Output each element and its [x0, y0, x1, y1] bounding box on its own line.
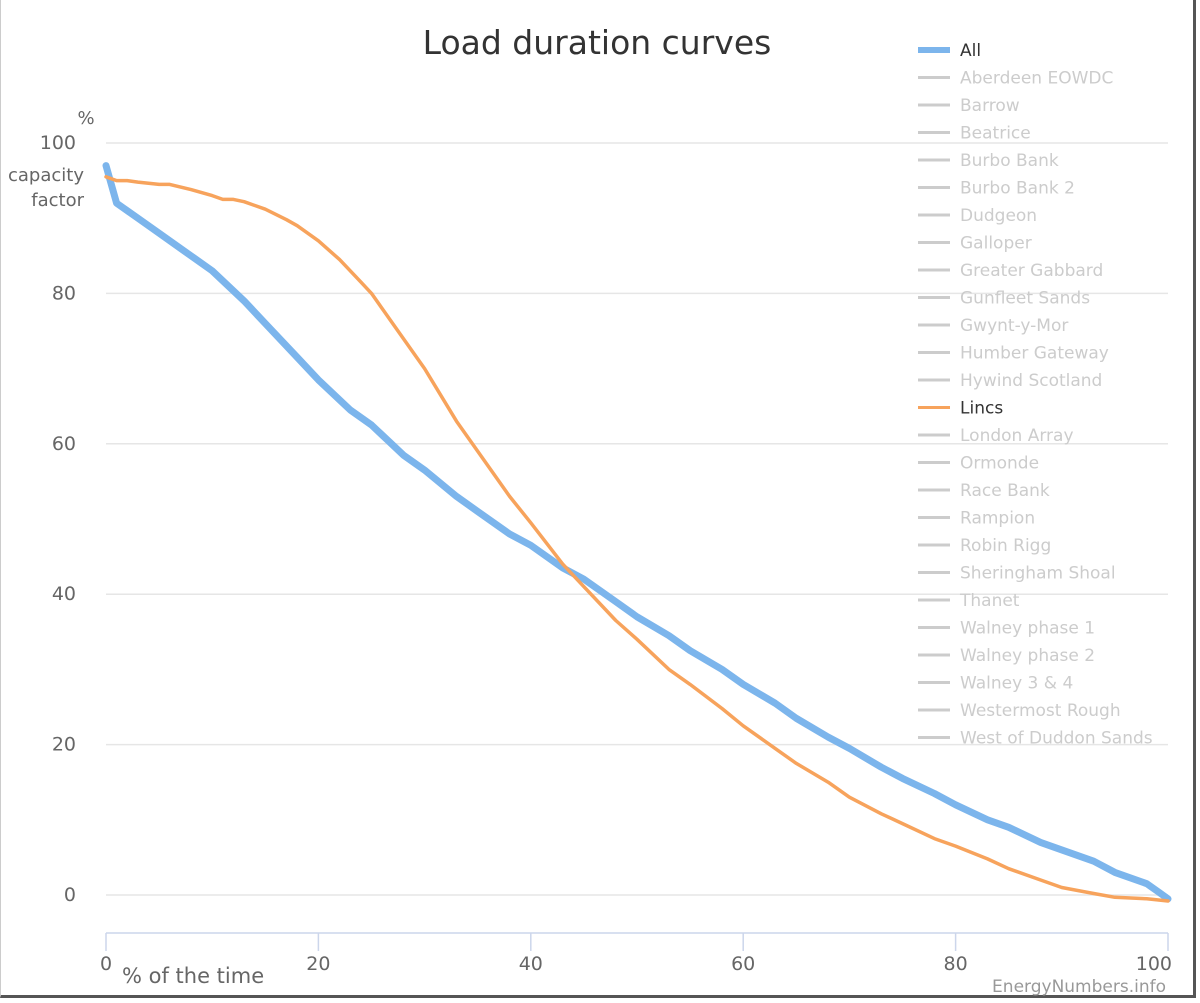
- y-axis-label-line: factor: [31, 190, 84, 211]
- legend-item-walney-phase-1[interactable]: Walney phase 1: [918, 619, 1095, 639]
- legend-item-hywind-scotland[interactable]: Hywind Scotland: [918, 371, 1102, 391]
- x-axis-label: % of the time: [122, 964, 264, 988]
- legend-item-robin-rigg[interactable]: Robin Rigg: [918, 536, 1051, 556]
- legend-item-galloper[interactable]: Galloper: [918, 234, 1032, 254]
- x-axis: 0 20 40 60 80 100: [100, 932, 1172, 975]
- legend-item-burbo-bank-2[interactable]: Burbo Bank 2: [918, 179, 1075, 199]
- y-axis-label: capacity factor: [8, 165, 85, 211]
- legend-label: West of Duddon Sands: [960, 729, 1153, 749]
- y-axis-label-line: capacity: [8, 165, 84, 186]
- series-line-lincs[interactable]: [104, 175, 1170, 903]
- legend-label: Beatrice: [960, 124, 1031, 144]
- y-tick-label: 100: [40, 132, 76, 154]
- legend-label: Dudgeon: [960, 206, 1037, 226]
- legend-label: Ormonde: [960, 454, 1039, 474]
- legend-label: Race Bank: [960, 481, 1050, 501]
- legend-item-london-array[interactable]: London Array: [918, 426, 1074, 446]
- legend-label: Galloper: [960, 234, 1032, 254]
- legend-label: Humber Gateway: [960, 344, 1109, 364]
- legend-label: Burbo Bank 2: [960, 179, 1075, 199]
- legend-item-westermost-rough[interactable]: Westermost Rough: [918, 701, 1121, 721]
- series-group: [102, 162, 1172, 903]
- legend-item-burbo-bank[interactable]: Burbo Bank: [918, 151, 1059, 171]
- chart-title: Load duration curves: [423, 23, 772, 62]
- x-tick-label: 20: [306, 953, 330, 975]
- legend-item-rampion[interactable]: Rampion: [918, 509, 1035, 529]
- legend-item-gwynt-y-mor[interactable]: Gwynt-y-Mor: [918, 316, 1068, 336]
- legend-label: All: [960, 41, 981, 61]
- legend-label: Walney phase 1: [960, 619, 1095, 639]
- legend-item-humber-gateway[interactable]: Humber Gateway: [918, 344, 1109, 364]
- legend-label: Barrow: [960, 96, 1020, 116]
- legend-item-lincs[interactable]: Lincs: [918, 399, 1003, 419]
- grid-lines: [106, 142, 1168, 896]
- x-tick-label: 80: [944, 953, 968, 975]
- legend-item-ormonde[interactable]: Ormonde: [918, 454, 1039, 474]
- y-axis-unit: %: [77, 108, 94, 129]
- legend-label: Aberdeen EOWDC: [960, 69, 1113, 89]
- legend-label: Lincs: [960, 399, 1003, 419]
- legend-item-walney-phase-2[interactable]: Walney phase 2: [918, 646, 1095, 666]
- legend-label: Gwynt-y-Mor: [960, 316, 1068, 336]
- legend-item-aberdeen-eowdc[interactable]: Aberdeen EOWDC: [918, 69, 1113, 89]
- legend-item-gunfleet-sands[interactable]: Gunfleet Sands: [918, 289, 1090, 309]
- legend-item-beatrice[interactable]: Beatrice: [918, 124, 1031, 144]
- legend-item-all[interactable]: All: [918, 41, 981, 61]
- y-tick-label: 20: [52, 734, 76, 756]
- legend-label: Gunfleet Sands: [960, 289, 1090, 309]
- legend-item-walney-3-4[interactable]: Walney 3 & 4: [918, 674, 1073, 694]
- legend-item-sheringham-shoal[interactable]: Sheringham Shoal: [918, 564, 1116, 584]
- y-axis-ticks: 0 20 40 60 80 100: [40, 132, 76, 906]
- legend-item-thanet[interactable]: Thanet: [918, 591, 1020, 611]
- y-tick-label: 0: [64, 884, 76, 906]
- legend-label: Sheringham Shoal: [960, 564, 1116, 584]
- x-tick-label: 40: [519, 953, 543, 975]
- legend-label: Westermost Rough: [960, 701, 1121, 721]
- x-tick-label: 0: [100, 953, 112, 975]
- legend-label: Robin Rigg: [960, 536, 1051, 556]
- legend-item-greater-gabbard[interactable]: Greater Gabbard: [918, 261, 1103, 281]
- legend-item-race-bank[interactable]: Race Bank: [918, 481, 1050, 501]
- x-tick-label: 60: [731, 953, 755, 975]
- legend-item-west-of-duddon-sands[interactable]: West of Duddon Sands: [918, 729, 1153, 749]
- legend-label: Rampion: [960, 509, 1035, 529]
- legend-item-barrow[interactable]: Barrow: [918, 96, 1020, 116]
- series-line-all[interactable]: [102, 162, 1172, 903]
- legend-label: Hywind Scotland: [960, 371, 1102, 391]
- legend-item-dudgeon[interactable]: Dudgeon: [918, 206, 1037, 226]
- legend-label: London Array: [960, 426, 1074, 446]
- legend: All Aberdeen EOWDC Barrow Beatrice Burbo Ban…: [918, 41, 1153, 749]
- legend-label: Walney 3 & 4: [960, 674, 1073, 694]
- y-tick-label: 60: [52, 433, 76, 455]
- y-tick-label: 40: [52, 583, 76, 605]
- credit-link[interactable]: EnergyNumbers.info: [992, 977, 1166, 997]
- x-tick-label: 100: [1136, 953, 1172, 975]
- legend-label: Greater Gabbard: [960, 261, 1103, 281]
- legend-label: Walney phase 2: [960, 646, 1095, 666]
- y-tick-label: 80: [52, 282, 76, 304]
- legend-label: Burbo Bank: [960, 151, 1059, 171]
- legend-label: Thanet: [959, 591, 1020, 611]
